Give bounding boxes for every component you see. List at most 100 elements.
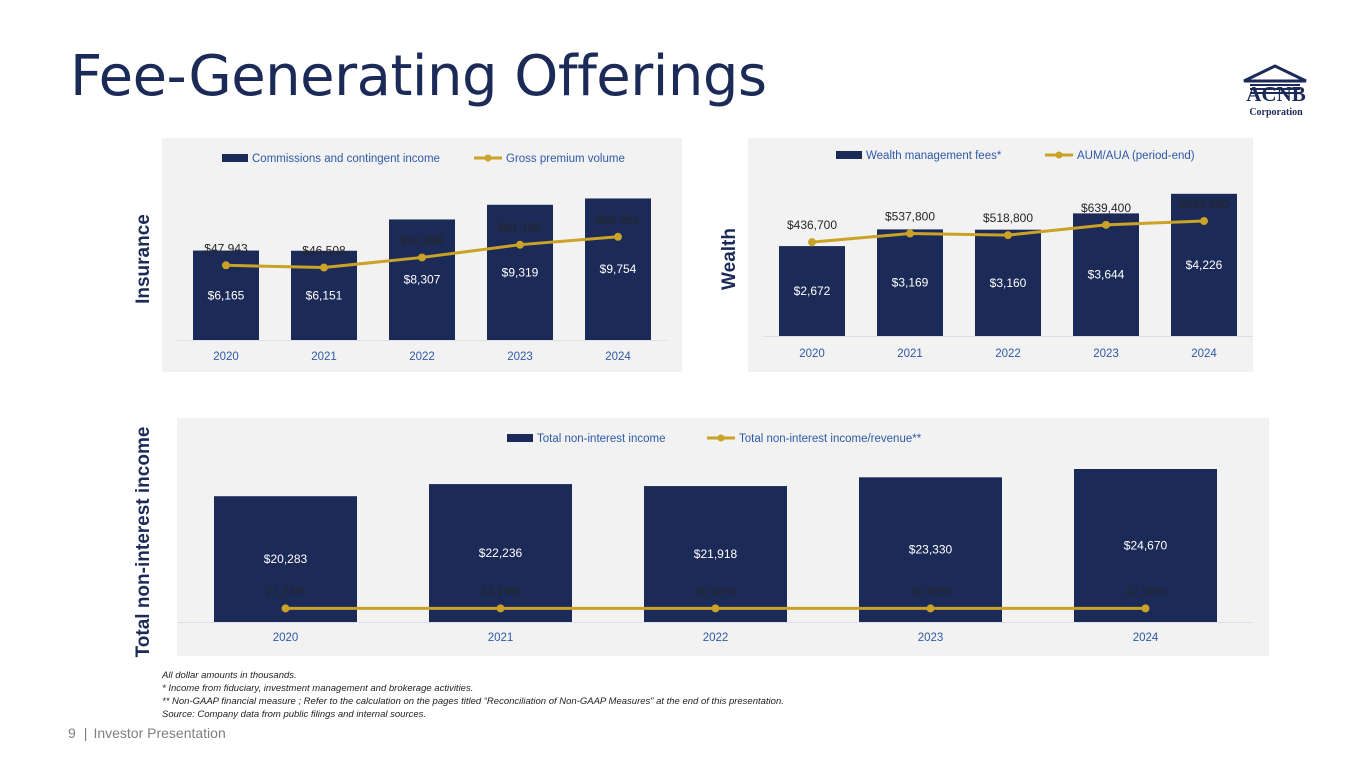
legend-label: Total non-interest income: [537, 433, 665, 445]
insurance-chart-panel: Commissions and contingent income Gross p…: [162, 138, 682, 372]
wealth-chart-panel: Wealth management fees* AUM/AUA (period-e…: [748, 138, 1253, 372]
bar: [1074, 469, 1217, 622]
insurance-side-label: Insurance: [133, 214, 154, 304]
line-point: [926, 604, 935, 613]
line-point: [1141, 604, 1150, 613]
line-data-label: $47,943: [204, 241, 248, 255]
line-point: [906, 229, 914, 238]
line-data-label: $537,800: [885, 210, 935, 224]
bar-data-label: $3,169: [892, 276, 929, 290]
x-tick-label: 2020: [799, 348, 825, 360]
bar-data-label: $9,754: [600, 262, 637, 276]
footnote-line: ** Non-GAAP financial measure ; Refer to…: [162, 696, 784, 707]
total-chart: Total non-interest income Total non-inter…: [178, 433, 1253, 644]
total-chart-panel: Total non-interest income Total non-inter…: [177, 418, 1269, 656]
bar-data-label: $3,644: [1088, 268, 1125, 282]
line-data-label: $518,800: [983, 211, 1033, 225]
wealth-side-label: Wealth: [719, 228, 740, 290]
footnotes: All dollar amounts in thousands. * Incom…: [162, 669, 784, 721]
footnote-line: All dollar amounts in thousands.: [162, 670, 297, 681]
bar: [644, 486, 787, 622]
bar: [214, 496, 357, 622]
bar-data-label: $2,672: [794, 284, 831, 298]
legend-label: AUM/AUA (period-end): [1077, 150, 1195, 162]
line-data-label: $436,700: [787, 218, 837, 232]
legend-label: Total non-interest income/revenue**: [739, 433, 922, 445]
bar-data-label: $6,151: [306, 288, 343, 302]
line-point: [516, 240, 524, 249]
line-data-label: $66,252: [596, 213, 640, 227]
footnote-line: Source: Company data from public filings…: [162, 709, 427, 720]
total-side-label: Total non-interest income: [133, 426, 154, 658]
page-number: 9: [68, 725, 76, 741]
line-data-label: 22.78%: [1125, 584, 1166, 598]
line-data-label: 20.81%: [695, 584, 736, 598]
line-point: [1200, 217, 1208, 226]
line-point: [711, 604, 720, 613]
logo-name: ACNB: [1246, 82, 1306, 106]
bar: [779, 246, 845, 336]
bar-data-label: $4,226: [1186, 258, 1223, 272]
x-tick-label: 2024: [1133, 632, 1159, 644]
logo-subtitle: Corporation: [1249, 107, 1303, 118]
footer-separator: |: [83, 725, 88, 741]
bar: [859, 477, 1002, 622]
line-point: [320, 263, 328, 272]
footnote-line: * Income from fiduciary, investment mana…: [162, 683, 474, 694]
legend-label: Commissions and contingent income: [252, 153, 440, 165]
line-data-label: 23.79%: [480, 584, 521, 598]
x-tick-label: 2022: [703, 632, 729, 644]
line-data-label: 21.73%: [265, 584, 306, 598]
bar-data-label: $23,330: [909, 543, 953, 557]
legend-line-marker: [717, 434, 725, 442]
bar: [1073, 213, 1139, 336]
line-point: [808, 238, 816, 247]
bar: [585, 198, 651, 340]
bar-data-label: $3,160: [990, 276, 1027, 290]
legend-label: Wealth management fees*: [866, 150, 1002, 162]
line-data-label: $61,180: [498, 221, 542, 235]
bar-data-label: $20,283: [264, 552, 308, 566]
x-tick-label: 2022: [995, 348, 1021, 360]
line-point: [1102, 220, 1110, 229]
line-point: [222, 261, 230, 270]
page-title: Fee-Generating Offerings: [70, 44, 767, 109]
legend-label: Gross premium volume: [506, 153, 625, 165]
line-data-label: $683,800: [1179, 197, 1229, 211]
line-data-label: 20.90%: [910, 584, 951, 598]
bar: [975, 229, 1041, 336]
x-tick-label: 2022: [409, 351, 435, 363]
x-tick-label: 2023: [1093, 348, 1119, 360]
bar-data-label: $21,918: [694, 547, 738, 561]
acnb-logo-icon: [1243, 64, 1307, 94]
bar-data-label: $9,319: [502, 265, 539, 279]
legend-bar-swatch: [507, 434, 533, 442]
x-tick-label: 2023: [918, 632, 944, 644]
bar-data-label: $8,307: [404, 273, 441, 287]
line-point: [1004, 231, 1012, 240]
bar-data-label: $6,165: [208, 288, 245, 302]
legend-bar-swatch: [836, 151, 862, 159]
x-tick-label: 2020: [273, 632, 299, 644]
x-tick-label: 2021: [488, 632, 514, 644]
legend-bar-swatch: [222, 154, 248, 162]
bar: [487, 204, 553, 340]
x-tick-label: 2024: [605, 351, 631, 363]
legend-line-marker: [484, 154, 492, 162]
line-point: [418, 253, 426, 262]
insurance-chart: Commissions and contingent income Gross p…: [177, 153, 667, 363]
line-point: [614, 232, 622, 241]
wealth-chart: Wealth management fees* AUM/AUA (period-e…: [763, 150, 1253, 360]
bar-data-label: $24,670: [1124, 539, 1168, 553]
line-data-label: $46,508: [302, 244, 346, 258]
bar-data-label: $22,236: [479, 546, 523, 560]
x-tick-label: 2021: [311, 351, 337, 363]
page-footer: 9 | Investor Presentation: [68, 725, 226, 741]
x-tick-label: 2021: [897, 348, 923, 360]
bar: [877, 229, 943, 336]
x-tick-label: 2023: [507, 351, 533, 363]
x-tick-label: 2024: [1191, 348, 1217, 360]
footer-label: Investor Presentation: [93, 725, 226, 741]
legend-line-marker: [1055, 151, 1063, 159]
line-point: [281, 604, 290, 613]
